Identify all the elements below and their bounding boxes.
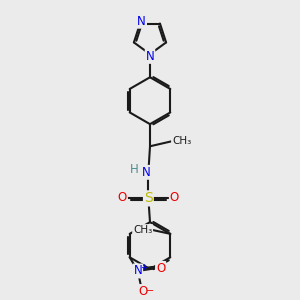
Text: +: +	[140, 262, 147, 272]
Text: CH₃: CH₃	[133, 225, 152, 235]
Text: O: O	[156, 262, 165, 275]
Text: O: O	[118, 191, 127, 204]
Text: −: −	[146, 286, 154, 296]
Text: O: O	[138, 285, 147, 298]
Text: N: N	[146, 50, 154, 63]
Text: N: N	[134, 265, 142, 278]
Text: H: H	[130, 163, 139, 176]
Text: N: N	[137, 15, 146, 28]
Text: S: S	[144, 191, 153, 206]
Text: O: O	[170, 191, 179, 204]
Text: N: N	[142, 166, 151, 179]
Text: CH₃: CH₃	[172, 136, 191, 146]
